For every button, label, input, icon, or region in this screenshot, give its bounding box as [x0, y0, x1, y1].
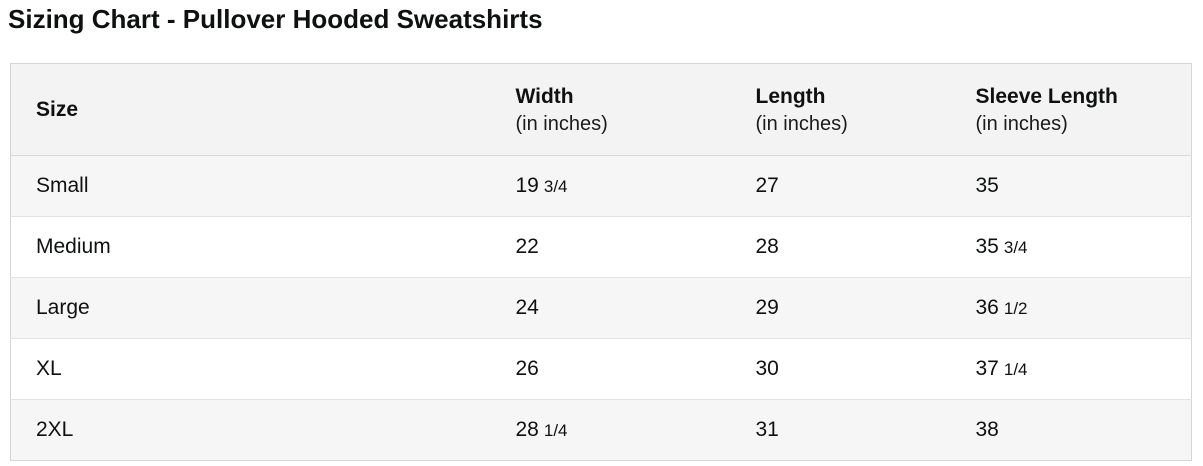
value-main: 27	[755, 174, 779, 197]
column-label: Size	[36, 97, 79, 121]
value-main: 19	[515, 174, 539, 197]
cell-sleeve-length: 37 1/4	[976, 339, 1192, 400]
cell-length: 28	[756, 217, 976, 278]
cell-length: 27	[756, 156, 976, 217]
column-sublabel: (in inches)	[975, 112, 1068, 135]
table-row-xl: XL 26 30 37 1/4	[10, 338, 1192, 400]
cell-sleeve-length: 35	[976, 156, 1192, 217]
column-label: Length	[755, 84, 826, 108]
value-main: 35	[975, 174, 999, 197]
cell-size: Small	[36, 174, 89, 197]
cell-sleeve-length: 35 3/4	[976, 217, 1192, 278]
column-header-sleeve-length: Sleeve Length (in inches)	[976, 64, 1192, 156]
value-main: 31	[755, 418, 779, 441]
value-main: 28	[515, 418, 539, 441]
value-main: 36	[975, 296, 999, 319]
sizing-table: Size Width (in inches) Length (in inches…	[10, 63, 1192, 461]
cell-size: XL	[36, 357, 62, 380]
table-header: Size Width (in inches) Length (in inches…	[10, 63, 1192, 156]
cell-size: Medium	[36, 235, 111, 258]
column-sublabel: (in inches)	[515, 112, 608, 135]
value-fraction: 3/4	[1003, 238, 1028, 257]
cell-size: 2XL	[36, 418, 74, 441]
cell-size: Large	[36, 296, 90, 319]
cell-width: 19 3/4	[516, 156, 756, 217]
cell-length: 30	[756, 339, 976, 400]
column-header-width: Width (in inches)	[516, 64, 756, 156]
value-main: 38	[975, 418, 999, 441]
column-label: Width	[515, 84, 574, 108]
cell-length: 31	[756, 400, 976, 461]
table-row-2xl: 2XL 28 1/4 31 38	[10, 399, 1192, 461]
cell-sleeve-length: 36 1/2	[976, 278, 1192, 339]
cell-length: 29	[756, 278, 976, 339]
table-row-large: Large 24 29 36 1/2	[10, 277, 1192, 339]
cell-width: 26	[516, 339, 756, 400]
value-main: 29	[755, 296, 779, 319]
column-sublabel: (in inches)	[755, 112, 848, 135]
cell-width: 22	[516, 217, 756, 278]
table-header-row: Size Width (in inches) Length (in inches…	[10, 63, 1192, 156]
column-label: Sleeve Length	[975, 84, 1118, 108]
value-fraction: 1/2	[1003, 299, 1028, 318]
page-title: Sizing Chart - Pullover Hooded Sweatshir…	[8, 4, 543, 34]
value-main: 24	[515, 296, 539, 319]
value-main: 28	[755, 235, 779, 258]
value-fraction: 1/4	[1003, 360, 1028, 379]
value-fraction: 3/4	[543, 177, 568, 196]
column-header-size: Size	[11, 64, 516, 156]
value-main: 30	[755, 357, 779, 380]
cell-width: 28 1/4	[516, 400, 756, 461]
value-main: 22	[515, 235, 539, 258]
value-fraction: 1/4	[543, 421, 568, 440]
value-main: 35	[975, 235, 999, 258]
cell-width: 24	[516, 278, 756, 339]
table-body: Small 19 3/4 27 35 Medium 22 28 35 3/4 Lar…	[10, 155, 1192, 461]
table-row-small: Small 19 3/4 27 35	[10, 155, 1192, 217]
value-main: 26	[515, 357, 539, 380]
column-header-length: Length (in inches)	[756, 64, 976, 156]
cell-sleeve-length: 38	[976, 400, 1192, 461]
table-row-medium: Medium 22 28 35 3/4	[10, 216, 1192, 278]
value-main: 37	[975, 357, 999, 380]
